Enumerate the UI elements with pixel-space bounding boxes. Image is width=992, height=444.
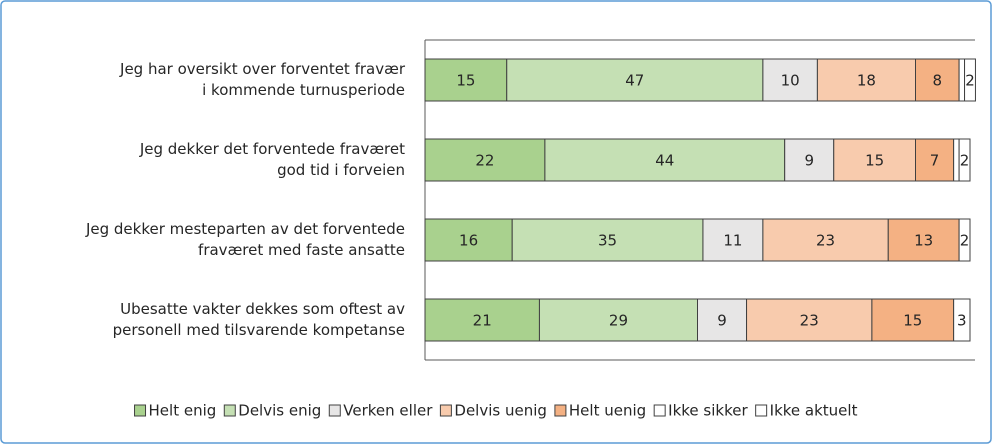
- legend-swatch: [134, 404, 147, 417]
- data-label: 47: [625, 72, 644, 90]
- category-label: god tid i forveien: [277, 161, 405, 179]
- bar-segment: [424, 138, 546, 182]
- data-label: 2: [960, 152, 970, 170]
- data-label: 21: [473, 312, 492, 330]
- legend-label: Verken eller: [343, 402, 433, 420]
- legend-label: Helt enig: [149, 402, 217, 420]
- data-label: 13: [914, 232, 933, 250]
- bar-segment: [958, 138, 971, 182]
- bar-segment: [538, 298, 699, 342]
- bar-segment: [746, 298, 873, 342]
- data-label: 11: [723, 232, 742, 250]
- legend-label: Delvis uenig: [454, 402, 547, 420]
- data-label: 15: [903, 312, 922, 330]
- data-label: 2: [960, 232, 970, 250]
- category-label: i kommende turnusperiode: [202, 81, 405, 99]
- bar-segment: [958, 58, 966, 102]
- category-label: personell med tilsvarende kompetanse: [113, 321, 405, 339]
- category-label: Jeg har oversikt over forventet fravær: [119, 60, 406, 78]
- data-label: 15: [456, 72, 475, 90]
- category-label: Jeg dekker det forventede fraværet: [139, 140, 405, 158]
- data-label: 7: [930, 152, 940, 170]
- bar-segment: [424, 58, 508, 102]
- category-label: fraværet med faste ansatte: [198, 241, 405, 259]
- bar-segment: [953, 298, 971, 342]
- legend-label: Delvis enig: [238, 402, 321, 420]
- legend-swatch: [223, 404, 236, 417]
- legend-swatch: [653, 404, 666, 417]
- bar-segment: [511, 218, 704, 262]
- data-label: 18: [857, 72, 876, 90]
- bar-segment: [697, 298, 748, 342]
- legend-swatch: [755, 404, 768, 417]
- data-label: 35: [598, 232, 617, 250]
- category-label: Ubesatte vakter dekkes som oftest av: [120, 300, 405, 318]
- data-label: 9: [804, 152, 814, 170]
- legend-label: Ikke sikker: [668, 402, 748, 420]
- bar-segment: [544, 138, 786, 182]
- legend-swatch: [328, 404, 341, 417]
- legend-swatch: [439, 404, 452, 417]
- bar-segment: [915, 138, 955, 182]
- data-label: 29: [609, 312, 628, 330]
- data-label: 15: [865, 152, 884, 170]
- data-label: 23: [816, 232, 835, 250]
- data-label: 8: [933, 72, 943, 90]
- data-label: 23: [800, 312, 819, 330]
- bar-segment: [953, 138, 960, 182]
- bar-segment: [424, 298, 540, 342]
- legend-label: Helt uenig: [569, 402, 646, 420]
- legend-label: Ikke aktuelt: [770, 402, 858, 420]
- data-label: 22: [475, 152, 494, 170]
- bar-segment: [887, 218, 960, 262]
- data-label: 3: [957, 312, 967, 330]
- bar-segment: [915, 58, 960, 102]
- bar-segment: [958, 218, 971, 262]
- bar-segment: [964, 58, 976, 102]
- bar-segment: [784, 138, 835, 182]
- data-label: 16: [459, 232, 478, 250]
- bar-segment: [871, 298, 955, 342]
- bar-segment: [762, 218, 889, 262]
- data-label: 9: [717, 312, 727, 330]
- category-label: Jeg dekker mesteparten av det forventede: [85, 220, 405, 238]
- legend-swatch: [554, 404, 567, 417]
- data-label: 44: [655, 152, 674, 170]
- data-label: 10: [781, 72, 800, 90]
- data-label: 2: [965, 72, 975, 90]
- bar-segment: [816, 58, 917, 102]
